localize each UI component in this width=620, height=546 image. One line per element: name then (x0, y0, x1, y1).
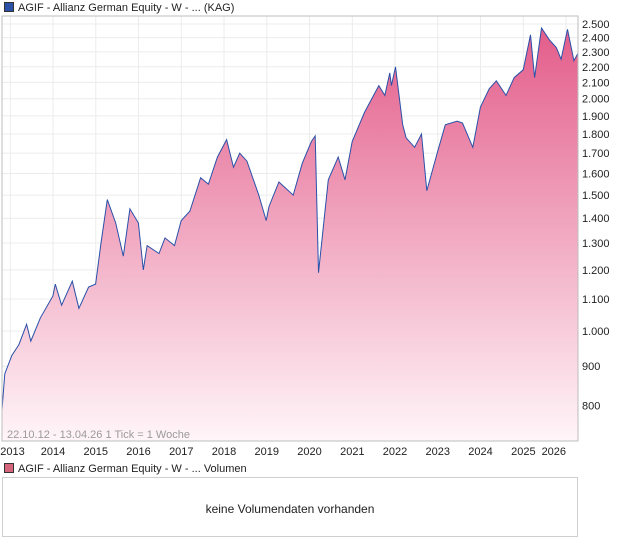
y-tick-label: 1.100 (582, 294, 610, 306)
x-tick-label: 2014 (41, 446, 65, 458)
plot-frame (1, 15, 579, 442)
y-tick-label: 1.800 (582, 129, 610, 141)
y-tick-label: 2.400 (582, 33, 610, 45)
y-tick-label: 2.200 (582, 62, 610, 74)
y-tick-label: 900 (582, 361, 600, 373)
y-tick-label: 1.900 (582, 111, 610, 123)
y-axis: 800 900 1.000 1.100 1.200 1.300 1.400 1.500 1.60… (582, 19, 610, 413)
x-tick-label: 2026 (542, 446, 566, 458)
y-tick-label: 1.200 (582, 265, 610, 277)
y-tick-label: 1.700 (582, 148, 610, 160)
volume-legend-swatch (4, 463, 14, 473)
x-tick-label: 2015 (84, 446, 108, 458)
y-tick-label: 1.300 (582, 238, 610, 250)
x-tick-label: 2016 (126, 446, 150, 458)
volume-panel: keine Volumendaten vorhanden (2, 477, 578, 537)
volume-legend: AGIF - Allianz German Equity - W - ... V… (4, 462, 247, 476)
volume-empty-message: keine Volumendaten vorhanden (205, 502, 375, 516)
volume-legend-label: AGIF - Allianz German Equity - W - ... V… (18, 463, 247, 475)
price-line (1, 26, 579, 410)
x-tick-label: 2017 (169, 446, 193, 458)
price-area-fill (2, 28, 578, 441)
y-tick-label: 1.500 (582, 190, 610, 202)
x-tick-label: 2021 (340, 446, 364, 458)
y-tick-label: 2.000 (582, 94, 610, 106)
y-tick-label: 1.000 (582, 326, 610, 338)
x-tick-label: 2025 (511, 446, 535, 458)
price-chart: 800 900 1.000 1.100 1.200 1.300 1.400 1.500 1.60… (0, 15, 610, 458)
price-legend-label: AGIF - Allianz German Equity - W - ... (… (18, 2, 235, 14)
y-tick-label: 1.600 (582, 168, 610, 180)
y-tick-label: 800 (582, 401, 600, 413)
x-axis: 2013 2014 2015 2016 2017 2018 2019 2020 2021 2022… (0, 446, 566, 458)
x-tick-label: 2019 (255, 446, 279, 458)
x-tick-label: 2023 (426, 446, 450, 458)
x-tick-label: 2018 (212, 446, 236, 458)
y-tick-label: 2.300 (582, 47, 610, 59)
range-note: 22.10.12 - 13.04.26 1 Tick = 1 Woche (7, 429, 190, 441)
y-tick-label: 1.400 (582, 213, 610, 225)
x-tick-label: 2013 (0, 446, 24, 458)
price-legend-swatch (4, 2, 14, 12)
y-tick-label: 2.500 (582, 19, 610, 31)
x-tick-label: 2020 (297, 446, 321, 458)
x-tick-label: 2024 (468, 446, 492, 458)
price-legend: AGIF - Allianz German Equity - W - ... (… (4, 1, 234, 15)
x-tick-label: 2022 (383, 446, 407, 458)
y-tick-label: 2.100 (582, 77, 610, 89)
